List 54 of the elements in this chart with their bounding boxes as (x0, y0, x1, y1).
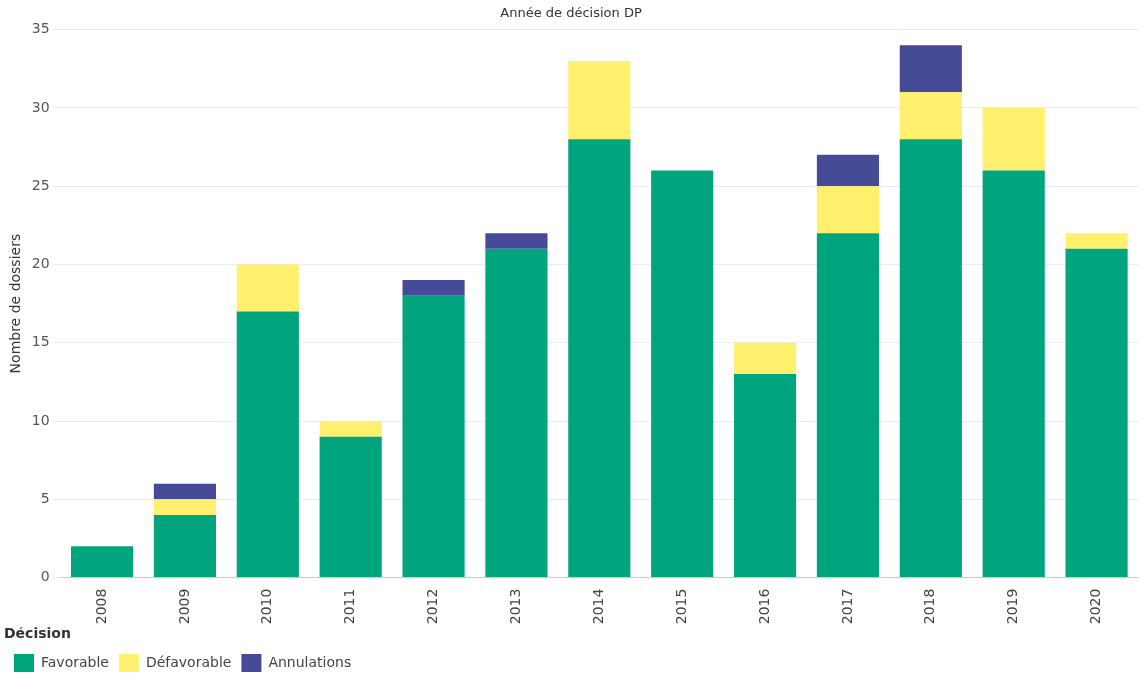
x-tick-label: 2017 (838, 588, 855, 625)
x-tick-label: 2019 (1004, 588, 1021, 625)
x-tick-label: 2015 (672, 588, 689, 625)
bar (568, 139, 631, 578)
bar (982, 107, 1045, 171)
y-tick-label: 5 (40, 489, 50, 506)
y-tick-label: 25 (31, 176, 50, 193)
bar (153, 514, 217, 578)
y-tick-label: 20 (31, 255, 50, 272)
legend-label: Défavorable (145, 653, 232, 670)
bar (816, 186, 880, 234)
bar (816, 154, 880, 187)
x-tick-label: 2020 (1087, 588, 1104, 625)
bar (485, 248, 548, 578)
legend-label: Annulations (268, 653, 352, 670)
x-tick-label: 2008 (92, 588, 109, 625)
bar (1065, 248, 1128, 578)
bar (568, 60, 631, 140)
bar (733, 374, 797, 578)
bar (1065, 233, 1128, 249)
bar (816, 233, 880, 578)
bar (153, 499, 217, 515)
bar (899, 45, 962, 93)
bar (319, 421, 382, 437)
bar (236, 264, 299, 312)
bar (982, 170, 1045, 578)
x-tick-label: 2018 (921, 588, 938, 625)
bar (402, 295, 465, 578)
x-tick-label: 2016 (755, 588, 772, 625)
x-tick-label: 2010 (258, 588, 275, 625)
bar (402, 280, 465, 296)
y-tick-label: 15 (31, 333, 50, 350)
bar (899, 92, 962, 140)
y-tick-label: 10 (31, 411, 50, 428)
y-axis-title: Nombre de dossiers (7, 233, 24, 374)
bar (485, 233, 548, 249)
x-tick-label: 2009 (175, 588, 192, 625)
bar (236, 311, 299, 578)
x-tick-label: 2011 (341, 588, 358, 625)
x-tick-label: 2012 (424, 588, 441, 625)
bar (733, 342, 797, 375)
bar (899, 139, 962, 578)
x-tick-label: 2014 (589, 588, 606, 625)
y-tick-label: 0 (40, 568, 50, 585)
y-tick-label: 35 (31, 20, 50, 37)
x-tick-label: 2013 (507, 588, 524, 625)
legend-title: Décision (4, 624, 71, 641)
bar (319, 436, 382, 578)
chart-title: Année de décision DP (500, 5, 642, 21)
bar (651, 170, 714, 578)
bar (70, 546, 134, 578)
legend-label: Favorable (41, 653, 109, 670)
y-tick-label: 30 (31, 98, 50, 115)
bar (153, 483, 217, 500)
